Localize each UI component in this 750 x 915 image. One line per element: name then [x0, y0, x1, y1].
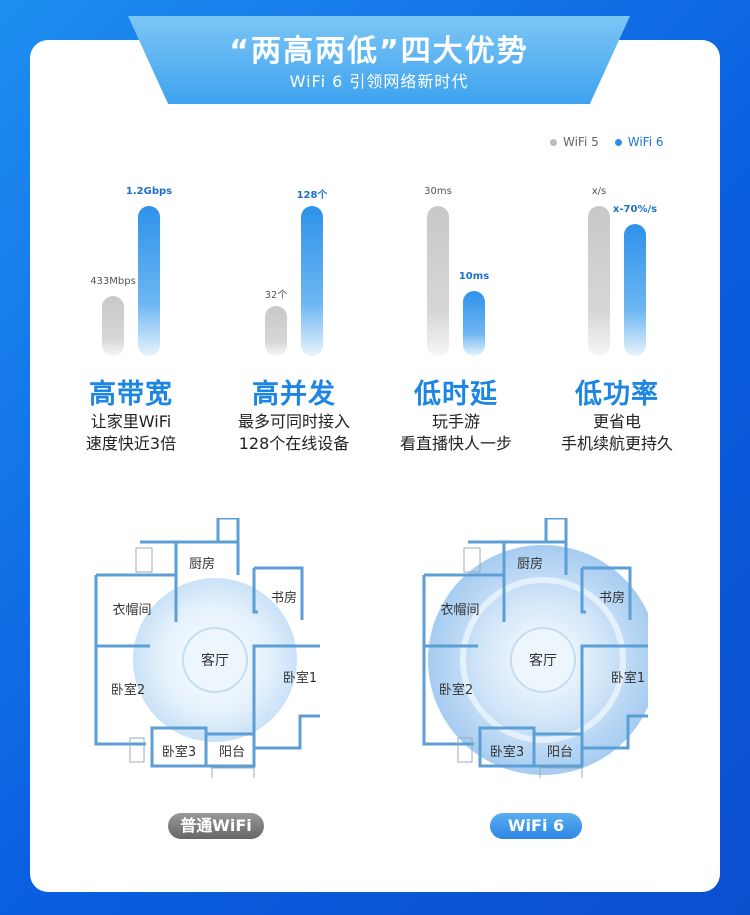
label-wifi6: WiFi 6 [490, 813, 582, 839]
bar-latency-wifi6 [463, 291, 485, 356]
feature-line: 让家里WiFi [90, 412, 172, 431]
feature-line: 更省电 [592, 412, 641, 431]
feature-concurrency: 高并发 最多可同时接入 128个在线设备 [209, 372, 379, 455]
feature-heading: 低功率 [575, 379, 659, 410]
signal-ring [460, 577, 626, 743]
room-label-kitchen: 厨房 [517, 556, 543, 572]
room-label-living: 客厅 [201, 652, 229, 669]
room-label-kitchen: 厨房 [189, 556, 215, 572]
value-concurrency-wifi5: 32个 [264, 290, 288, 301]
floor-plan-walls [422, 518, 648, 768]
feature-latency: 低时延 玩手游 看直播快人一步 [371, 372, 541, 455]
page-subtitle: WiFi 6 引领网络新时代 [289, 72, 469, 91]
label-standard-wifi: 普通WiFi [168, 813, 264, 839]
legend-label-wifi5: WiFi 5 [563, 135, 599, 149]
room-label-bed3: 卧室3 [162, 744, 196, 760]
feature-line: 手机续航更持久 [560, 434, 673, 453]
window-icon [463, 547, 481, 573]
feature-line: 最多可同时接入 [237, 412, 350, 431]
legend-item-wifi5: WiFi 5 [550, 135, 599, 149]
room-label-bed1: 卧室1 [611, 670, 645, 686]
window-icon [129, 737, 145, 763]
floor-plan-standard-wifi: 厨房 衣帽间 书房 客厅 卧室1 卧室2 卧室3 阳台 [94, 518, 320, 778]
legend-item-wifi6: WiFi 6 [614, 135, 664, 149]
floor-plan-wifi6: 厨房 衣帽间 书房 客厅 卧室1 卧室2 卧室3 阳台 [422, 518, 648, 778]
value-power-wifi6: x-70%/s [612, 204, 658, 215]
legend-dot-wifi6 [614, 138, 622, 146]
router-circle [182, 627, 248, 693]
header-tab [128, 16, 630, 104]
feature-line: 速度快近3倍 [85, 434, 177, 453]
room-label-bed3: 卧室3 [490, 744, 524, 760]
room-label-living: 客厅 [529, 652, 557, 669]
bar-bandwidth-wifi6 [138, 206, 160, 356]
bar-power-wifi6 [624, 224, 646, 356]
room-label-bed2: 卧室2 [439, 682, 473, 698]
room-label-study: 书房 [599, 590, 625, 606]
room-label-balcony: 阳台 [547, 745, 573, 760]
value-latency-wifi6: 10ms [458, 271, 490, 282]
floor-plan-walls [94, 518, 320, 768]
legend-dot-wifi5 [550, 138, 557, 146]
feature-heading: 高带宽 [89, 379, 173, 410]
bar-latency-wifi5 [427, 206, 449, 356]
feature-line: 128个在线设备 [238, 434, 350, 453]
room-label-balcony: 阳台 [219, 745, 245, 760]
value-bandwidth-wifi5: 433Mbps [90, 276, 136, 287]
value-latency-wifi5: 30ms [424, 186, 452, 197]
window-icon [457, 737, 473, 763]
room-label-bed1: 卧室1 [283, 670, 317, 686]
feature-line: 玩手游 [431, 412, 480, 431]
room-label-closet: 衣帽间 [440, 602, 479, 618]
window-icon [211, 767, 255, 778]
legend-label-wifi6: WiFi 6 [627, 135, 664, 149]
feature-heading: 高并发 [252, 379, 336, 410]
room-label-closet: 衣帽间 [112, 602, 151, 618]
window-icon [539, 767, 583, 778]
bar-power-wifi5 [588, 206, 610, 356]
feature-bandwidth: 高带宽 让家里WiFi 速度快近3倍 [46, 372, 216, 455]
value-power-wifi5: x/s [591, 186, 607, 197]
room-label-study: 书房 [271, 590, 297, 606]
value-concurrency-wifi6: 128个 [296, 190, 328, 201]
router-circle [510, 627, 576, 693]
page-title: “两高两低”四大优势 [229, 34, 529, 69]
bar-bandwidth-wifi5 [102, 296, 124, 356]
feature-power: 低功率 更省电 手机续航更持久 [532, 372, 702, 455]
feature-line: 看直播快人一步 [399, 434, 512, 453]
room-label-bed2: 卧室2 [111, 682, 145, 698]
window-icon [135, 547, 153, 573]
bar-concurrency-wifi5 [265, 306, 287, 356]
value-bandwidth-wifi6: 1.2Gbps [125, 186, 173, 197]
chart-legend: WiFi 5 WiFi 6 [550, 135, 664, 149]
feature-heading: 低时延 [414, 379, 498, 410]
bar-concurrency-wifi6 [301, 206, 323, 356]
